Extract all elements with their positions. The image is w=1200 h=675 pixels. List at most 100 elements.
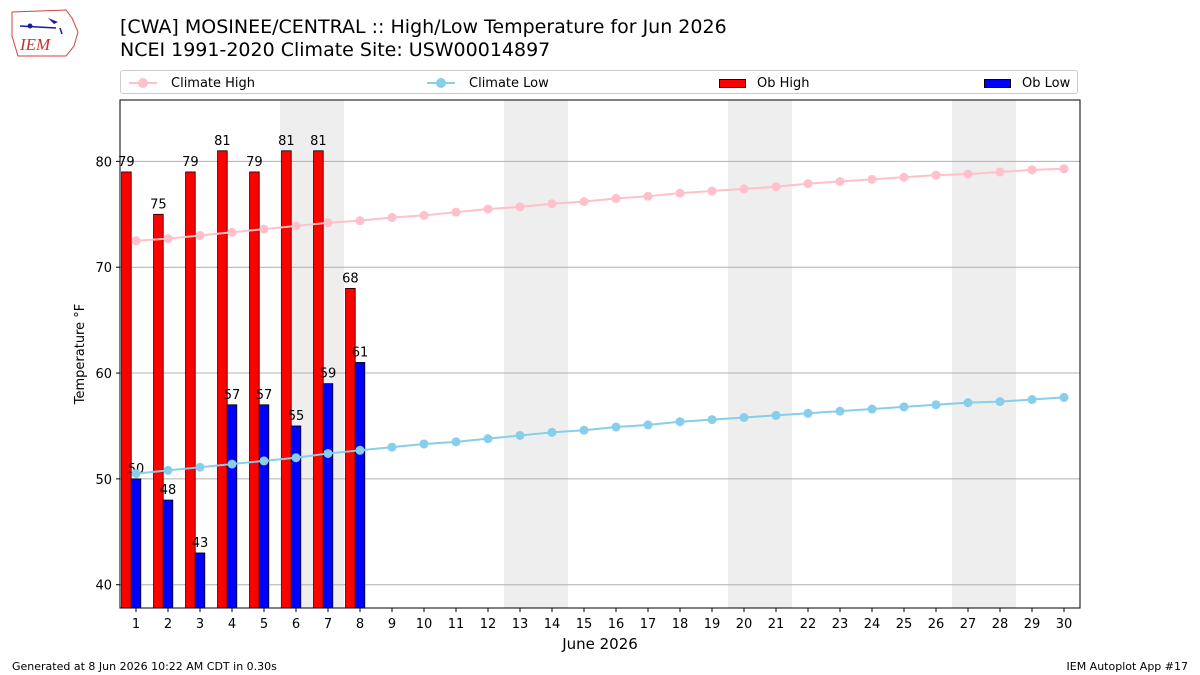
climate-low-point [1027, 395, 1037, 405]
x-tick-label: 3 [196, 617, 204, 632]
weekend-band [504, 100, 568, 608]
climate-low-point [227, 459, 237, 469]
y-tick-label: 50 [95, 473, 112, 488]
climate-high-point [355, 216, 365, 226]
chart-title: [CWA] MOSINEE/CENTRAL :: High/Low Temper… [120, 16, 727, 38]
climate-low-point [611, 422, 621, 432]
climate-low-point [419, 439, 429, 449]
climate-high-point [195, 230, 205, 240]
ob-low-label: 61 [352, 345, 369, 360]
climate-low-point [291, 453, 301, 463]
x-tick-label: 19 [704, 617, 721, 632]
x-tick-label: 6 [292, 617, 300, 632]
ob-high-label: 81 [278, 134, 295, 149]
iem-logo: IEM [11, 9, 79, 57]
x-tick-label: 2 [164, 617, 172, 632]
climate-low-point [931, 400, 941, 410]
ob-low-label: 57 [224, 388, 241, 403]
climate-high-swatch [129, 76, 157, 90]
x-tick-label: 22 [800, 617, 817, 632]
generated-timestamp: Generated at 8 Jun 2026 10:22 AM CDT in … [12, 660, 277, 673]
climate-high-point [387, 212, 397, 222]
climate-high-point [579, 197, 589, 207]
ob-high-label: 79 [246, 155, 263, 170]
x-axis-label: June 2026 [561, 635, 638, 653]
y-tick-label: 60 [95, 367, 112, 382]
climate-high-point [835, 176, 845, 186]
legend-item-ob-low: Ob Low [984, 74, 1070, 92]
x-tick-label: 13 [512, 617, 529, 632]
climate-low-point [355, 445, 365, 455]
y-axis-label: Temperature °F [73, 304, 88, 405]
climate-high-point [803, 179, 813, 189]
climate-high-point [163, 234, 173, 244]
climate-high-point [451, 207, 461, 217]
climate-low-point [707, 415, 717, 425]
climate-low-line [135, 396, 1065, 475]
climate-low-point [131, 469, 141, 479]
legend-item-climate-low: Climate Low [427, 74, 549, 92]
climate-low-point [163, 465, 173, 475]
x-tick-label: 10 [416, 617, 433, 632]
climate-low-point [899, 402, 909, 412]
climate-high-point [259, 224, 269, 234]
climate-high-point [419, 210, 429, 220]
x-tick-label: 24 [864, 617, 881, 632]
climate-low-point [451, 437, 461, 447]
climate-high-point [707, 186, 717, 196]
y-tick-label: 40 [95, 579, 112, 594]
x-tick-label: 12 [480, 617, 497, 632]
ob-low-swatch [984, 78, 1011, 88]
x-tick-label: 23 [832, 617, 849, 632]
ob-low-bar [322, 383, 334, 609]
ob-low-bar [258, 404, 270, 609]
chart-subtitle: NCEI 1991-2020 Climate Site: USW00014897 [120, 39, 551, 61]
climate-high-point [323, 218, 333, 228]
legend-label: Climate Low [469, 75, 549, 91]
y-tick-label: 70 [95, 261, 112, 276]
ob-high-label: 81 [310, 134, 327, 149]
climate-high-point [547, 199, 557, 209]
x-tick-label: 25 [896, 617, 913, 632]
climate-low-point [963, 398, 973, 408]
climate-high-line [135, 167, 1065, 242]
climate-low-point [195, 462, 205, 472]
weekend-band [952, 100, 1016, 608]
climate-high-point [931, 170, 941, 180]
ob-high-bar [153, 213, 164, 609]
x-tick-label: 27 [960, 617, 977, 632]
climate-low-point [803, 408, 813, 418]
ob-high-label: 79 [182, 155, 199, 170]
x-tick-label: 9 [388, 617, 396, 632]
x-tick-label: 11 [448, 617, 465, 632]
ob-high-bar [345, 287, 356, 609]
legend-label: Ob Low [1022, 75, 1071, 91]
climate-low-point [739, 413, 749, 422]
legend-item-ob-high: Ob High [719, 74, 810, 92]
x-tick-label: 4 [228, 617, 236, 632]
ob-low-label: 55 [288, 409, 305, 424]
x-tick-label: 5 [260, 617, 268, 632]
climate-low-point [675, 417, 685, 427]
app-credit: IEM Autoplot App #17 [1066, 660, 1189, 673]
climate-low-point [259, 456, 269, 466]
legend-item-climate-high: Climate High [129, 74, 255, 92]
weekend-band [728, 100, 792, 608]
climate-high-point [643, 191, 653, 201]
x-tick-label: 16 [608, 617, 625, 632]
climate-low-point [547, 427, 557, 437]
x-tick-label: 18 [672, 617, 689, 632]
climate-low-point [515, 430, 525, 440]
ob-high-label: 79 [118, 155, 135, 170]
climate-low-point [1059, 392, 1069, 402]
x-tick-label: 28 [992, 617, 1009, 632]
x-tick-label: 26 [928, 617, 945, 632]
climate-high-point [611, 193, 621, 203]
ob-high-label: 68 [342, 271, 359, 286]
y-tick-label: 80 [95, 155, 112, 170]
x-tick-label: 15 [576, 617, 593, 632]
ob-low-bar [162, 499, 174, 609]
legend-label: Ob High [757, 75, 810, 91]
ob-low-label: 59 [320, 367, 337, 382]
